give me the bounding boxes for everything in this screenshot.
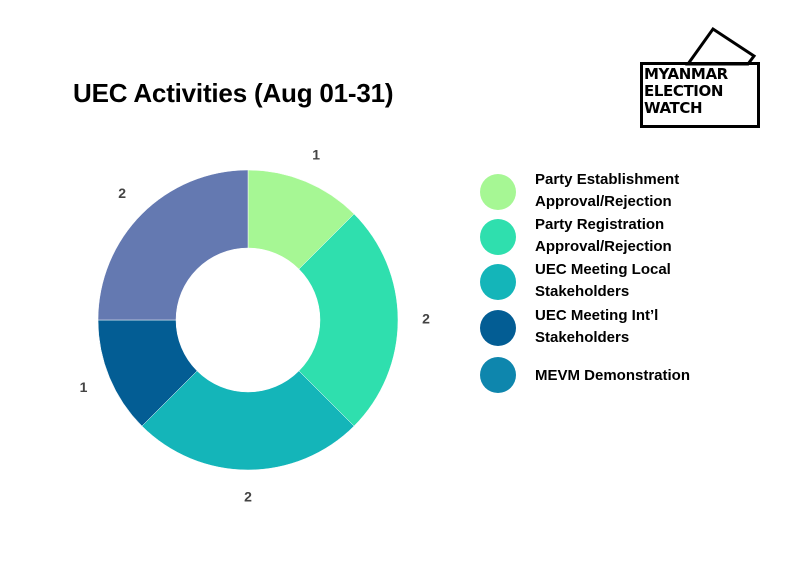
legend-label-2: Party Registration Approval/Rejection	[535, 216, 672, 255]
donut-slice-5	[97, 169, 249, 321]
legend-swatch-5	[480, 357, 516, 393]
legend-swatch-2	[480, 219, 516, 255]
legend-label-4: UEC Meeting Int’l Stakeholders	[535, 307, 659, 346]
legend-item-2: Party Registration Approval/Rejection	[480, 216, 780, 257]
slice-value-label-4: 1	[80, 379, 88, 395]
legend-label-1: Party Establishment Approval/Rejection	[535, 171, 680, 210]
legend-swatch-4	[480, 310, 516, 346]
logo-line-2: ELECTION	[644, 82, 723, 100]
donut-slice-2	[298, 213, 399, 427]
slice-value-label-1: 1	[312, 146, 320, 162]
legend-item-1: Party Establishment Approval/Rejection	[480, 171, 780, 212]
legend-item-4: UEC Meeting Int’l Stakeholders	[480, 307, 780, 348]
legend-item-5: MEVM Demonstration	[480, 357, 780, 397]
chart-title: UEC Activities (Aug 01-31)	[73, 78, 394, 108]
logo-text: MYANMAR ELECTION WATCH	[644, 66, 728, 117]
slice-value-label-3: 2	[244, 489, 252, 505]
legend-swatch-1	[480, 174, 516, 210]
logo-box	[640, 62, 760, 128]
logo-line-3: WATCH	[644, 99, 703, 117]
slice-value-label-2: 2	[422, 311, 430, 327]
donut-slice-3	[141, 370, 355, 471]
legend-label-5: MEVM Demonstration	[535, 367, 691, 384]
logo-line-1: MYANMAR	[644, 65, 728, 83]
myanmar-election-watch-logo: MYANMAR ELECTION WATCH	[636, 26, 768, 136]
legend-label-3: UEC Meeting Local Stakeholders	[535, 261, 671, 300]
legend-item-3: UEC Meeting Local Stakeholders	[480, 261, 780, 302]
slice-value-label-5: 2	[118, 185, 126, 201]
legend-swatch-3	[480, 264, 516, 300]
